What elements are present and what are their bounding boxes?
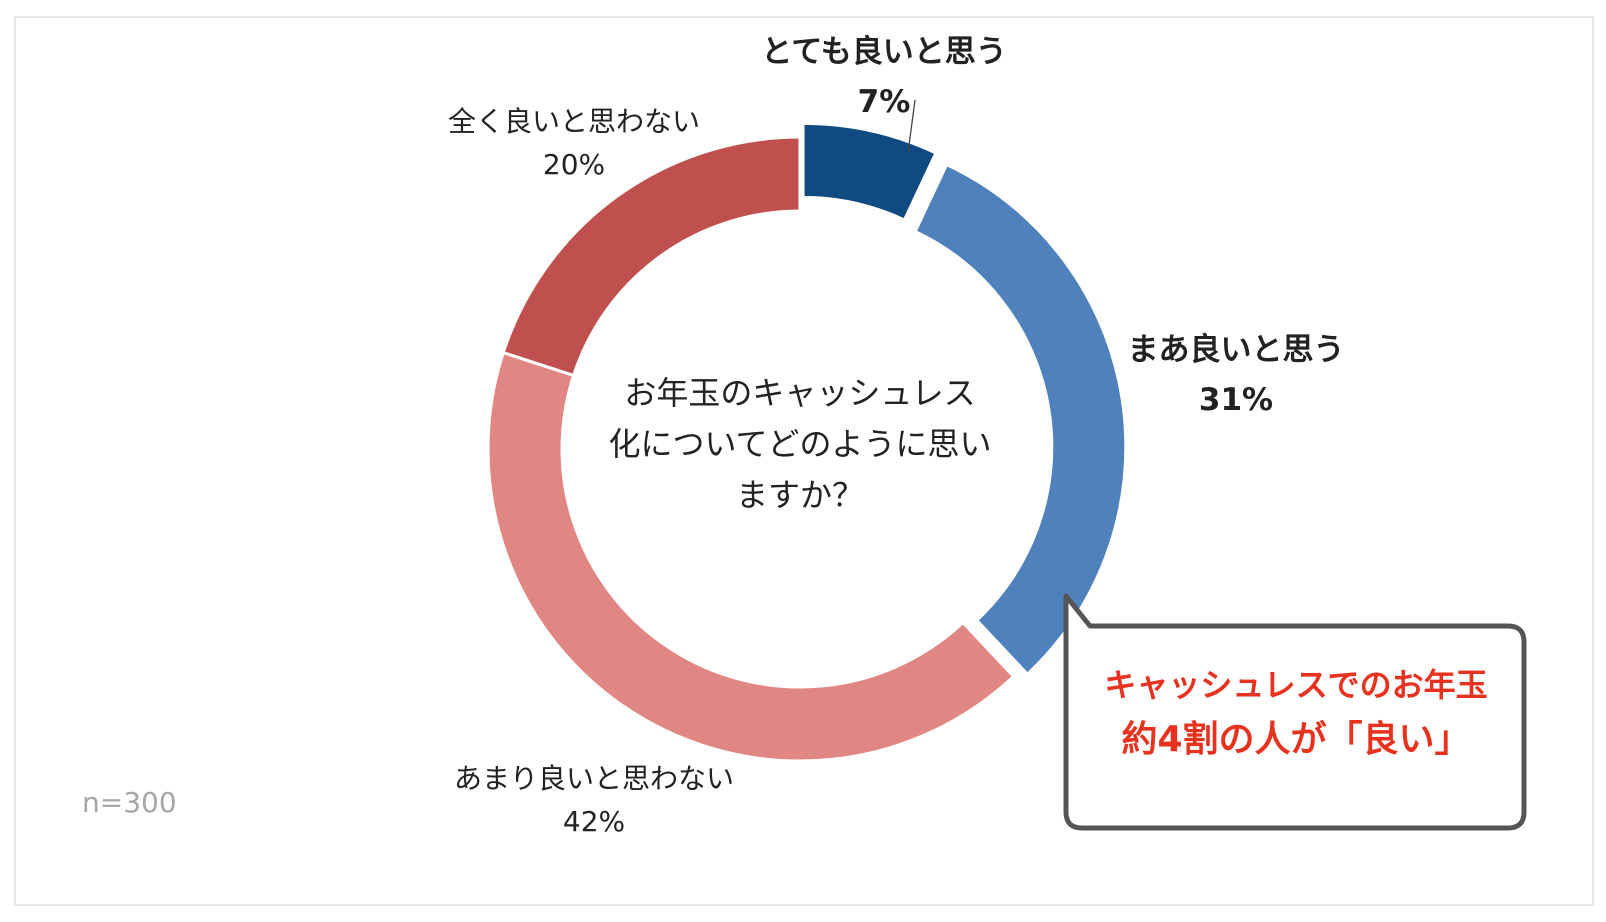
slice-label-not-good-at-all: 全く良いと思わない 20% xyxy=(424,100,724,187)
callout-line-1: キャッシュレスでのお年玉 xyxy=(1104,666,1488,704)
donut-slices xyxy=(486,121,1128,763)
callout-text: キャッシュレスでのお年玉 約4割の人が「良い」 xyxy=(1068,660,1524,769)
slice-label-fairly-good: まあ良いと思う 31% xyxy=(1106,326,1366,425)
chart-title-line: 化についてどのように思い xyxy=(608,425,992,464)
slice-label-value: 20% xyxy=(542,148,606,182)
chart-title-line: ますか？ xyxy=(735,476,864,515)
slice-not-very-good xyxy=(486,350,1016,763)
slice-label-value: 31% xyxy=(1198,381,1274,418)
slice-label-name: 全く良いと思わない xyxy=(447,105,700,138)
slice-fairly-good xyxy=(913,162,1128,677)
slice-label-value: 42% xyxy=(562,805,626,839)
slice-label-name: あまり良いと思わない xyxy=(453,762,734,795)
slice-label-not-very-good: あまり良いと思わない 42% xyxy=(434,757,754,844)
slice-very-good xyxy=(801,121,938,222)
slice-label-name: まあ良いと思う xyxy=(1127,332,1345,368)
label-leader-line xyxy=(907,99,916,154)
callout-bubble xyxy=(1063,593,1527,831)
slice-label-name: とても良いと思う xyxy=(761,34,1007,70)
slice-label-very-good: とても良いと思う 7% xyxy=(744,28,1024,127)
chart-title-line: お年玉のキャッシュレス xyxy=(624,374,976,412)
slice-label-value: 7% xyxy=(857,83,911,120)
chart-title: お年玉のキャッシュレス 化についてどのように思い ますか？ xyxy=(570,368,1030,522)
slice-not-good-at-all xyxy=(501,135,802,378)
callout-line-2: 約4割の人が「良い」 xyxy=(1121,719,1471,761)
sample-size: n=300 xyxy=(82,786,177,819)
